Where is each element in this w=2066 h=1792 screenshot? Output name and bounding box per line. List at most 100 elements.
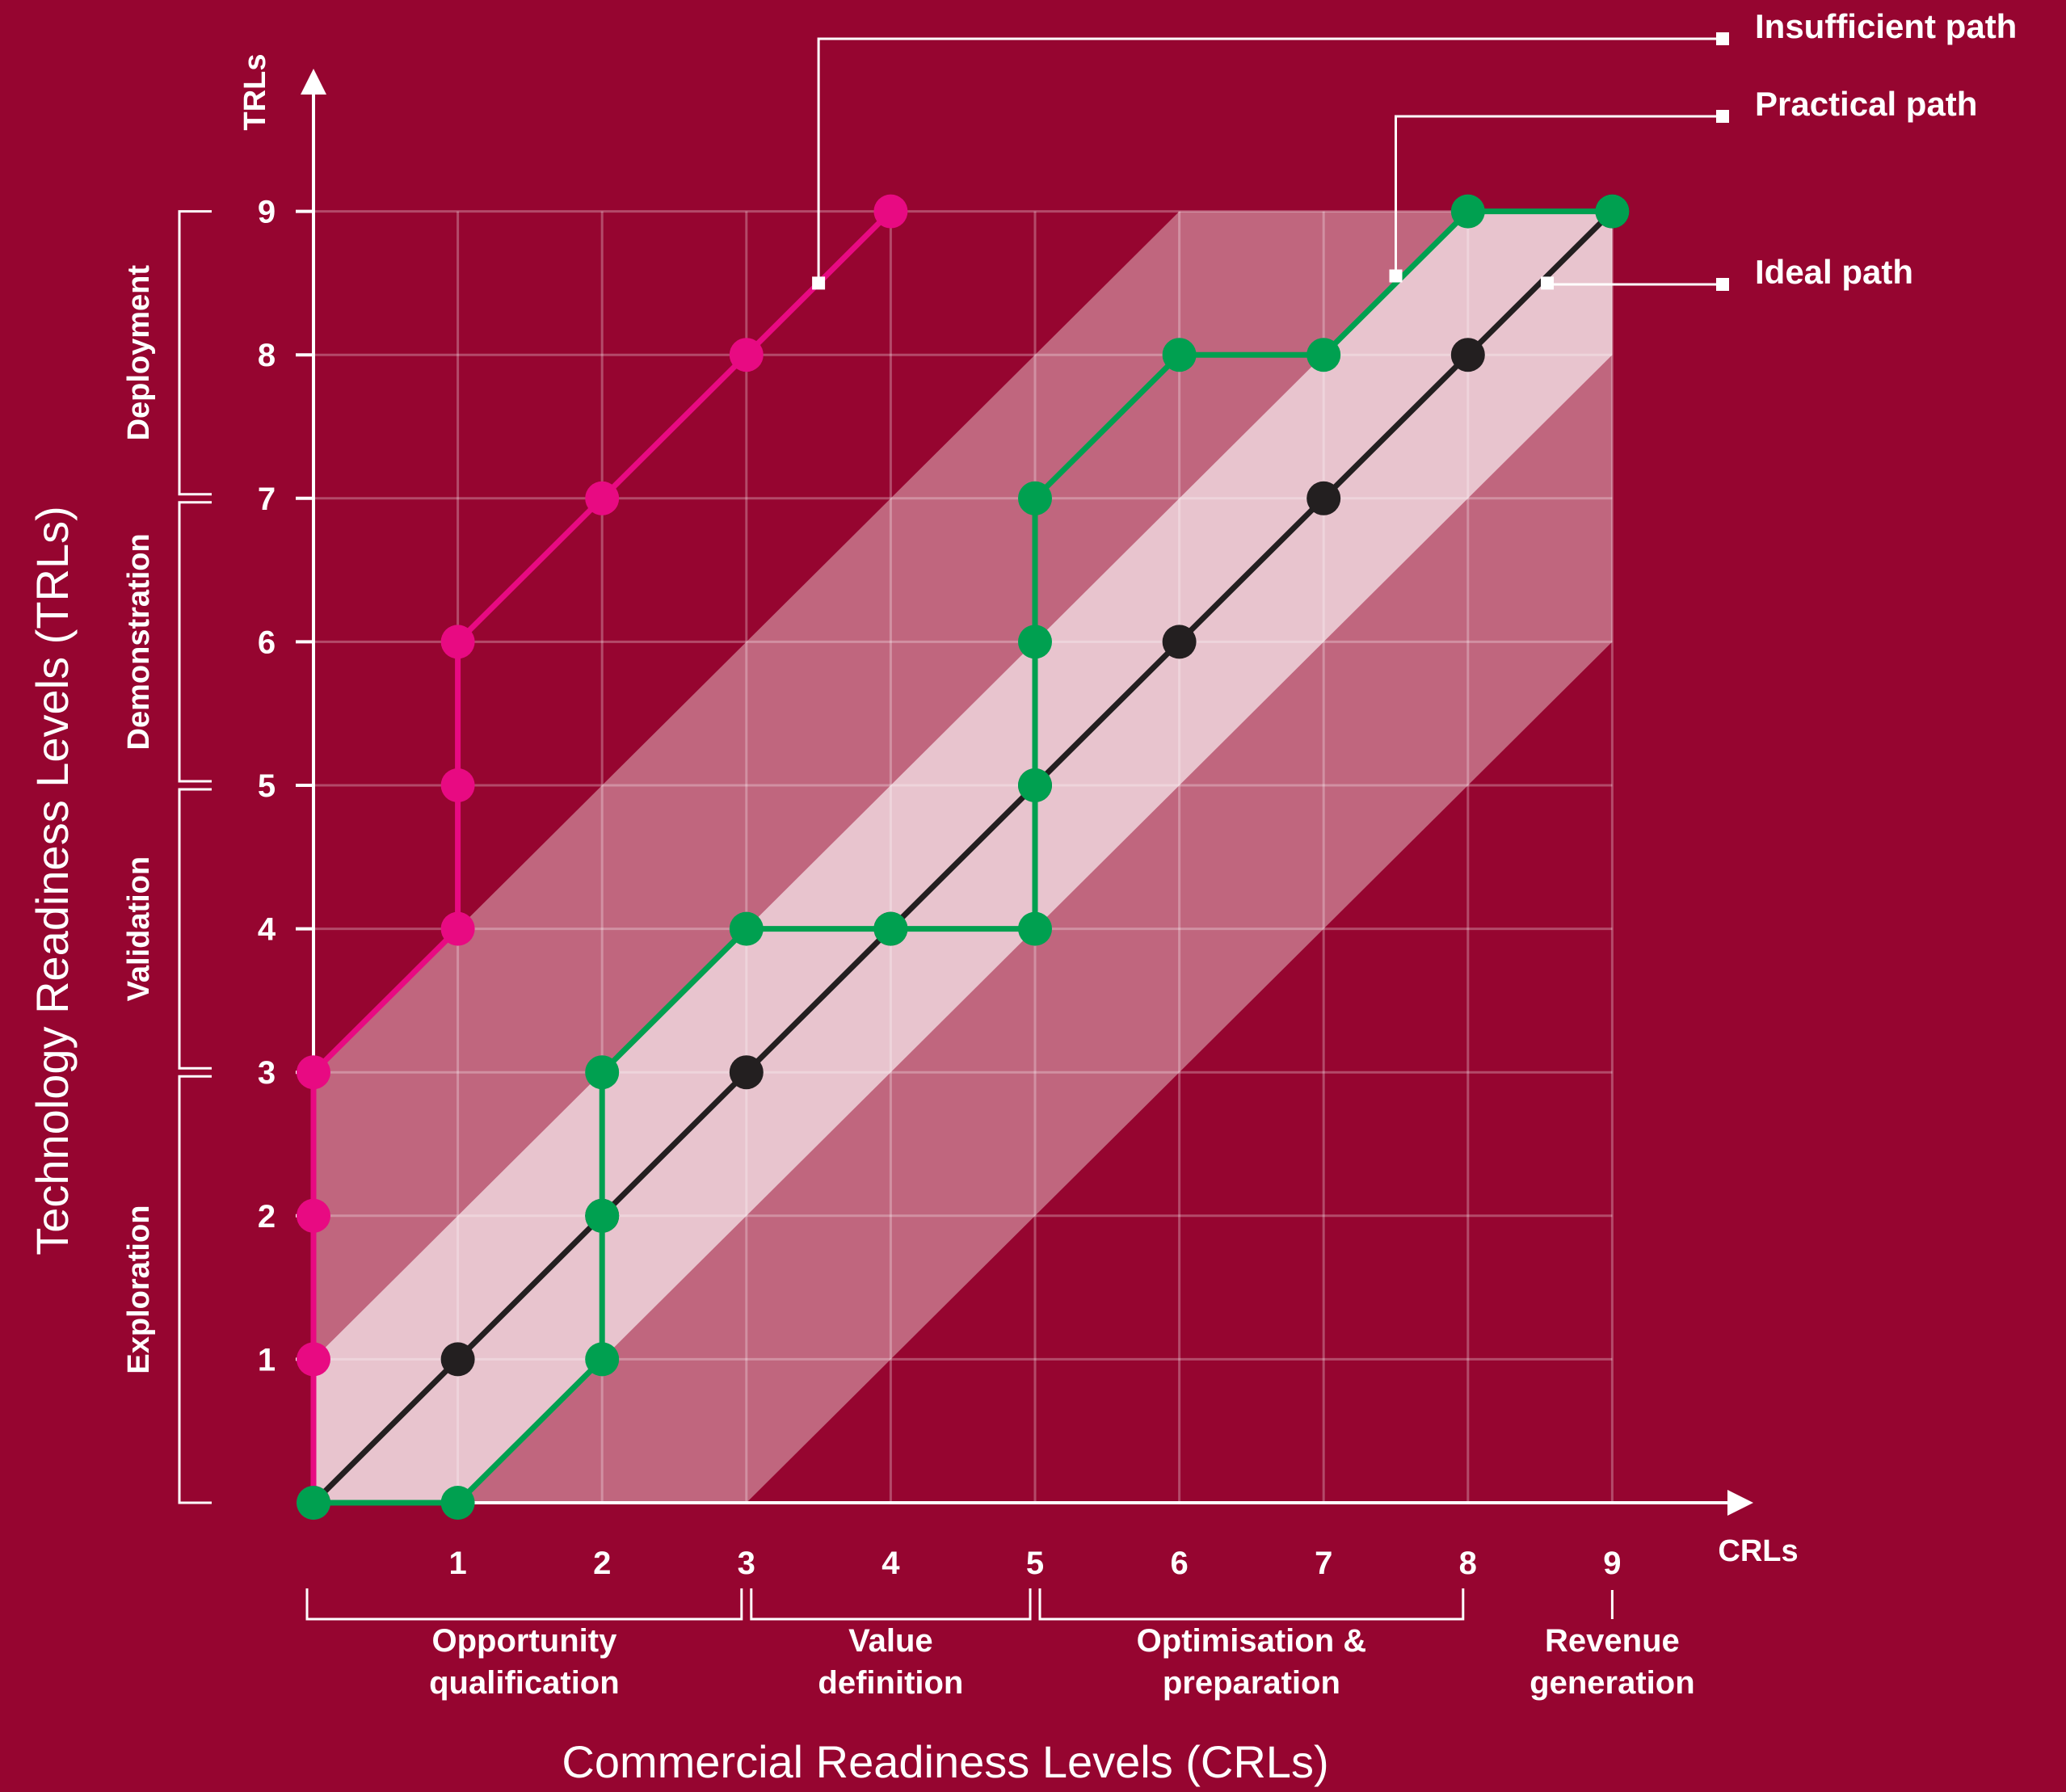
phase-brackets: Exploration Validation Demonstration Deploy… (122, 210, 1695, 1701)
y-tick-label: 8 (258, 338, 276, 373)
data-point (1018, 481, 1052, 515)
phase-label: Exploration (122, 1205, 156, 1374)
data-point (1162, 338, 1197, 372)
phase-bracket (178, 210, 212, 496)
y-tick-label: 7 (258, 482, 276, 517)
y-axis-title: Technology Readiness Levels (TRLs) (27, 506, 78, 1256)
series-practical-path (297, 194, 1630, 1520)
data-point (440, 1486, 475, 1520)
x-tick-label: 4 (882, 1546, 900, 1581)
data-point (729, 1055, 764, 1090)
x-tick-label: 8 (1459, 1546, 1477, 1581)
y-tick-label: 1 (258, 1342, 276, 1378)
legend-entry: Practical path (1389, 85, 1977, 283)
legend-entry: Insufficient path (812, 7, 2017, 290)
series-line (310, 209, 893, 1503)
legend-label: Practical path (1755, 85, 1977, 123)
axis-labels: Commercial Readiness Levels (CRLs) Techn… (27, 54, 1799, 1788)
x-tick-label: 7 (1315, 1546, 1332, 1581)
legend-end-marker (1716, 32, 1729, 45)
phase-bracket (178, 788, 212, 1070)
crl-phase: Revenue generation (1530, 1590, 1695, 1701)
phase-label-line1: Optimisation & (1137, 1623, 1366, 1659)
data-point (1595, 194, 1630, 229)
phase-label-line2: preparation (1163, 1665, 1340, 1701)
data-point (873, 194, 908, 229)
data-point (1307, 481, 1341, 515)
phase-bracket (178, 1075, 212, 1504)
data-point (440, 1342, 475, 1377)
data-point (1450, 338, 1485, 372)
y-tick-label: 5 (258, 768, 276, 804)
data-point (440, 625, 475, 659)
data-point (585, 1198, 620, 1233)
data-point (1018, 625, 1052, 659)
phase-bracket (1038, 1588, 1465, 1621)
y-tick-label: 4 (258, 912, 276, 948)
trl-phase-deployment: Deployment (122, 210, 212, 496)
series-line (311, 209, 1614, 1505)
data-point (297, 1198, 330, 1233)
trl-phase-demonstration: Demonstration (122, 501, 212, 783)
legend-end-marker (1716, 110, 1729, 123)
phase-bracket (178, 501, 212, 783)
x-tick-label: 3 (738, 1546, 755, 1581)
x-tick-label: 6 (1170, 1546, 1188, 1581)
y-tick-label: 6 (258, 625, 276, 660)
phase-label-line2: generation (1530, 1665, 1694, 1701)
y-tick-label: 3 (258, 1055, 276, 1091)
legend-anchor-marker (1389, 269, 1403, 283)
data-point (585, 1342, 620, 1377)
x-tick-label: 5 (1026, 1546, 1044, 1581)
x-tick-label: 1 (448, 1546, 466, 1581)
x-axis-arrow (1727, 1490, 1753, 1516)
phase-label-line2: definition (818, 1665, 963, 1701)
legend-label: Ideal path (1755, 253, 1913, 291)
data-point (297, 1055, 330, 1090)
trl-phase-validation: Validation (122, 788, 212, 1070)
series (297, 194, 1630, 1520)
phase-label-line2: qualification (429, 1665, 620, 1701)
x-tick-label: 9 (1603, 1546, 1621, 1581)
trl-phase-exploration: Exploration (122, 1075, 212, 1504)
phase-label-line1: Opportunity (431, 1623, 617, 1659)
y-tick-label: 2 (258, 1199, 276, 1235)
crl-phase: Opportunity qualification (305, 1588, 743, 1701)
crl-phase: Value definition (750, 1588, 1032, 1701)
legend-leader-line (817, 37, 1723, 284)
legend-entry: Ideal path (1541, 253, 1913, 291)
y-axis-short-label: TRLs (238, 54, 272, 131)
phase-label-line1: Revenue (1545, 1623, 1680, 1659)
crl-phase: Optimisation & preparation (1038, 1588, 1465, 1701)
series-ideal-path (297, 194, 1630, 1520)
data-point (873, 911, 908, 946)
legend-label: Insufficient path (1755, 7, 2017, 45)
data-point (1307, 338, 1341, 372)
phase-label: Demonstration (122, 533, 156, 750)
data-point (1162, 625, 1197, 659)
phase-bracket (750, 1588, 1032, 1621)
phase-bracket (305, 1588, 743, 1621)
data-point (440, 768, 475, 802)
legend-leader-line (1546, 283, 1723, 286)
data-point (1450, 194, 1485, 229)
data-point (585, 1055, 620, 1090)
x-tick-label: 2 (593, 1546, 611, 1581)
phase-label-line1: Value (848, 1623, 933, 1659)
data-point (1018, 911, 1052, 946)
x-axis-title: Commercial Readiness Levels (CRLs) (562, 1736, 1328, 1787)
legend-anchor-marker (1541, 276, 1555, 290)
legend-end-marker (1716, 278, 1729, 291)
legend: Insufficient path Practical path Ideal pat… (812, 7, 2017, 291)
legend-anchor-marker (812, 276, 826, 290)
y-axis-arrow (301, 69, 326, 95)
data-point (440, 911, 475, 946)
phase-label: Validation (122, 856, 156, 1001)
x-axis-short-label: CRLs (1718, 1534, 1798, 1568)
data-point (297, 1342, 330, 1377)
data-point (729, 911, 764, 946)
data-point (1018, 768, 1052, 802)
phase-label: Deployment (122, 265, 156, 441)
data-point (729, 338, 764, 372)
